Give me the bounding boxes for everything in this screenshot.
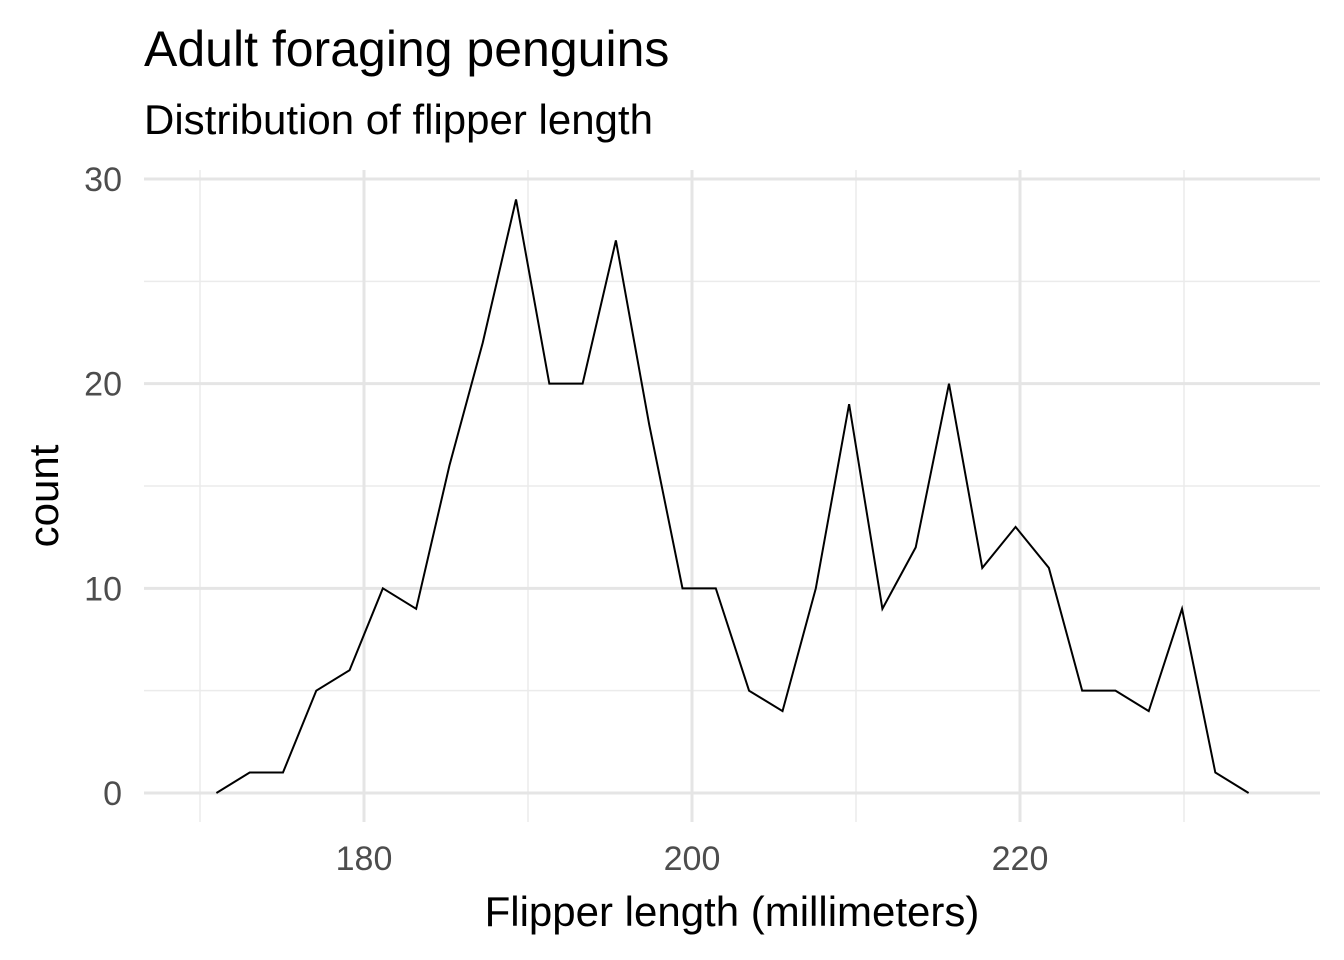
y-tick-label: 30 — [84, 161, 122, 199]
series-line — [215, 199, 1250, 794]
y-tick-label: 20 — [84, 366, 122, 404]
y-tick-label: 0 — [103, 775, 122, 813]
x-tick-label: 220 — [992, 840, 1049, 878]
grid — [144, 170, 1320, 822]
y-tick-label: 10 — [84, 570, 122, 608]
x-tick-label: 180 — [336, 840, 393, 878]
chart-subtitle: Distribution of flipper length — [144, 96, 653, 143]
x-axis-title: Flipper length (millimeters) — [485, 888, 980, 935]
series-line-layer — [215, 199, 1250, 794]
tick-labels: 180 200 220 0 10 20 30 — [84, 161, 1048, 878]
y-axis-title: count — [20, 444, 67, 547]
chart-title: Adult foraging penguins — [144, 21, 670, 77]
x-tick-label: 200 — [664, 840, 721, 878]
